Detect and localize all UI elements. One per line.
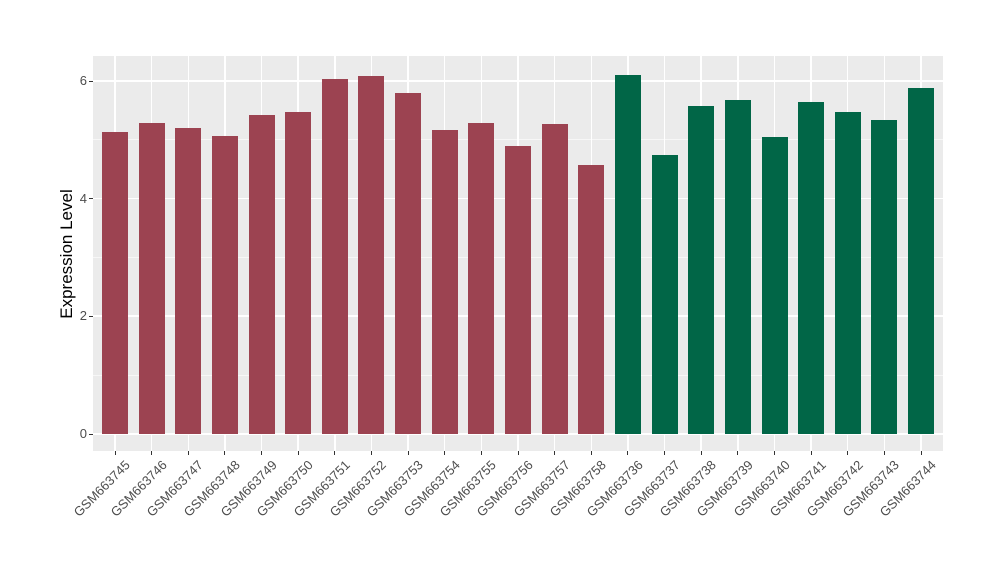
x-tick-mark xyxy=(517,451,519,455)
y-tick-label-4: 4 xyxy=(79,190,87,206)
bar-GSM663740 xyxy=(761,136,788,434)
x-tick-mark xyxy=(334,451,336,455)
y-tick-label-0: 0 xyxy=(79,426,87,441)
bar-GSM663742 xyxy=(834,111,861,434)
y-axis-title: Expression Level xyxy=(57,188,76,319)
bar-GSM663747 xyxy=(175,127,202,434)
bar-GSM663738 xyxy=(688,106,715,434)
bar-GSM663751 xyxy=(321,78,348,434)
bar-GSM663750 xyxy=(285,112,312,434)
bar-GSM663749 xyxy=(248,115,275,434)
bar-GSM663741 xyxy=(798,102,825,434)
x-tick-mark xyxy=(737,451,739,455)
bar-GSM663736 xyxy=(614,75,641,434)
bar-GSM663745 xyxy=(102,132,128,434)
bar-GSM663755 xyxy=(468,123,495,434)
y-tick-mark-2 xyxy=(89,315,93,317)
x-tick-mark xyxy=(883,451,885,455)
x-tick-mark xyxy=(114,451,116,455)
bar-GSM663737 xyxy=(651,155,678,434)
x-tick-mark xyxy=(700,451,702,455)
y-tick-mark-6 xyxy=(89,80,93,82)
x-tick-mark xyxy=(297,451,299,455)
x-tick-mark xyxy=(444,451,446,455)
bar-GSM663743 xyxy=(871,120,898,434)
y-tick-label-6: 6 xyxy=(79,73,87,88)
y-tick-mark-0 xyxy=(89,433,93,435)
plot-panel xyxy=(93,56,943,451)
x-tick-mark xyxy=(920,451,922,455)
bar-GSM663757 xyxy=(541,124,568,434)
bar-GSM663739 xyxy=(724,100,751,434)
y-tick-mark-4 xyxy=(89,198,93,200)
x-tick-mark xyxy=(627,451,629,455)
bar-GSM663758 xyxy=(578,165,605,434)
bar-GSM663746 xyxy=(138,122,165,434)
y-tick-label-2: 2 xyxy=(79,308,87,324)
bar-GSM663748 xyxy=(211,135,238,434)
bar-GSM663752 xyxy=(358,76,385,434)
x-tick-mark xyxy=(590,451,592,455)
bar-GSM663753 xyxy=(395,93,422,434)
x-tick-mark xyxy=(224,451,226,455)
x-tick-mark xyxy=(847,451,849,455)
x-tick-mark xyxy=(187,451,189,455)
x-tick-mark xyxy=(554,451,556,455)
x-tick-mark xyxy=(774,451,775,455)
bar-GSM663756 xyxy=(505,145,531,434)
x-tick-mark xyxy=(261,451,262,455)
x-tick-mark xyxy=(810,451,812,455)
x-tick-mark xyxy=(480,451,482,455)
x-tick-mark xyxy=(151,451,153,455)
bar-GSM663754 xyxy=(431,130,458,434)
x-tick-mark xyxy=(664,451,666,455)
x-tick-mark xyxy=(407,451,409,455)
x-tick-mark xyxy=(370,451,372,455)
bar-GSM663744 xyxy=(908,88,934,434)
